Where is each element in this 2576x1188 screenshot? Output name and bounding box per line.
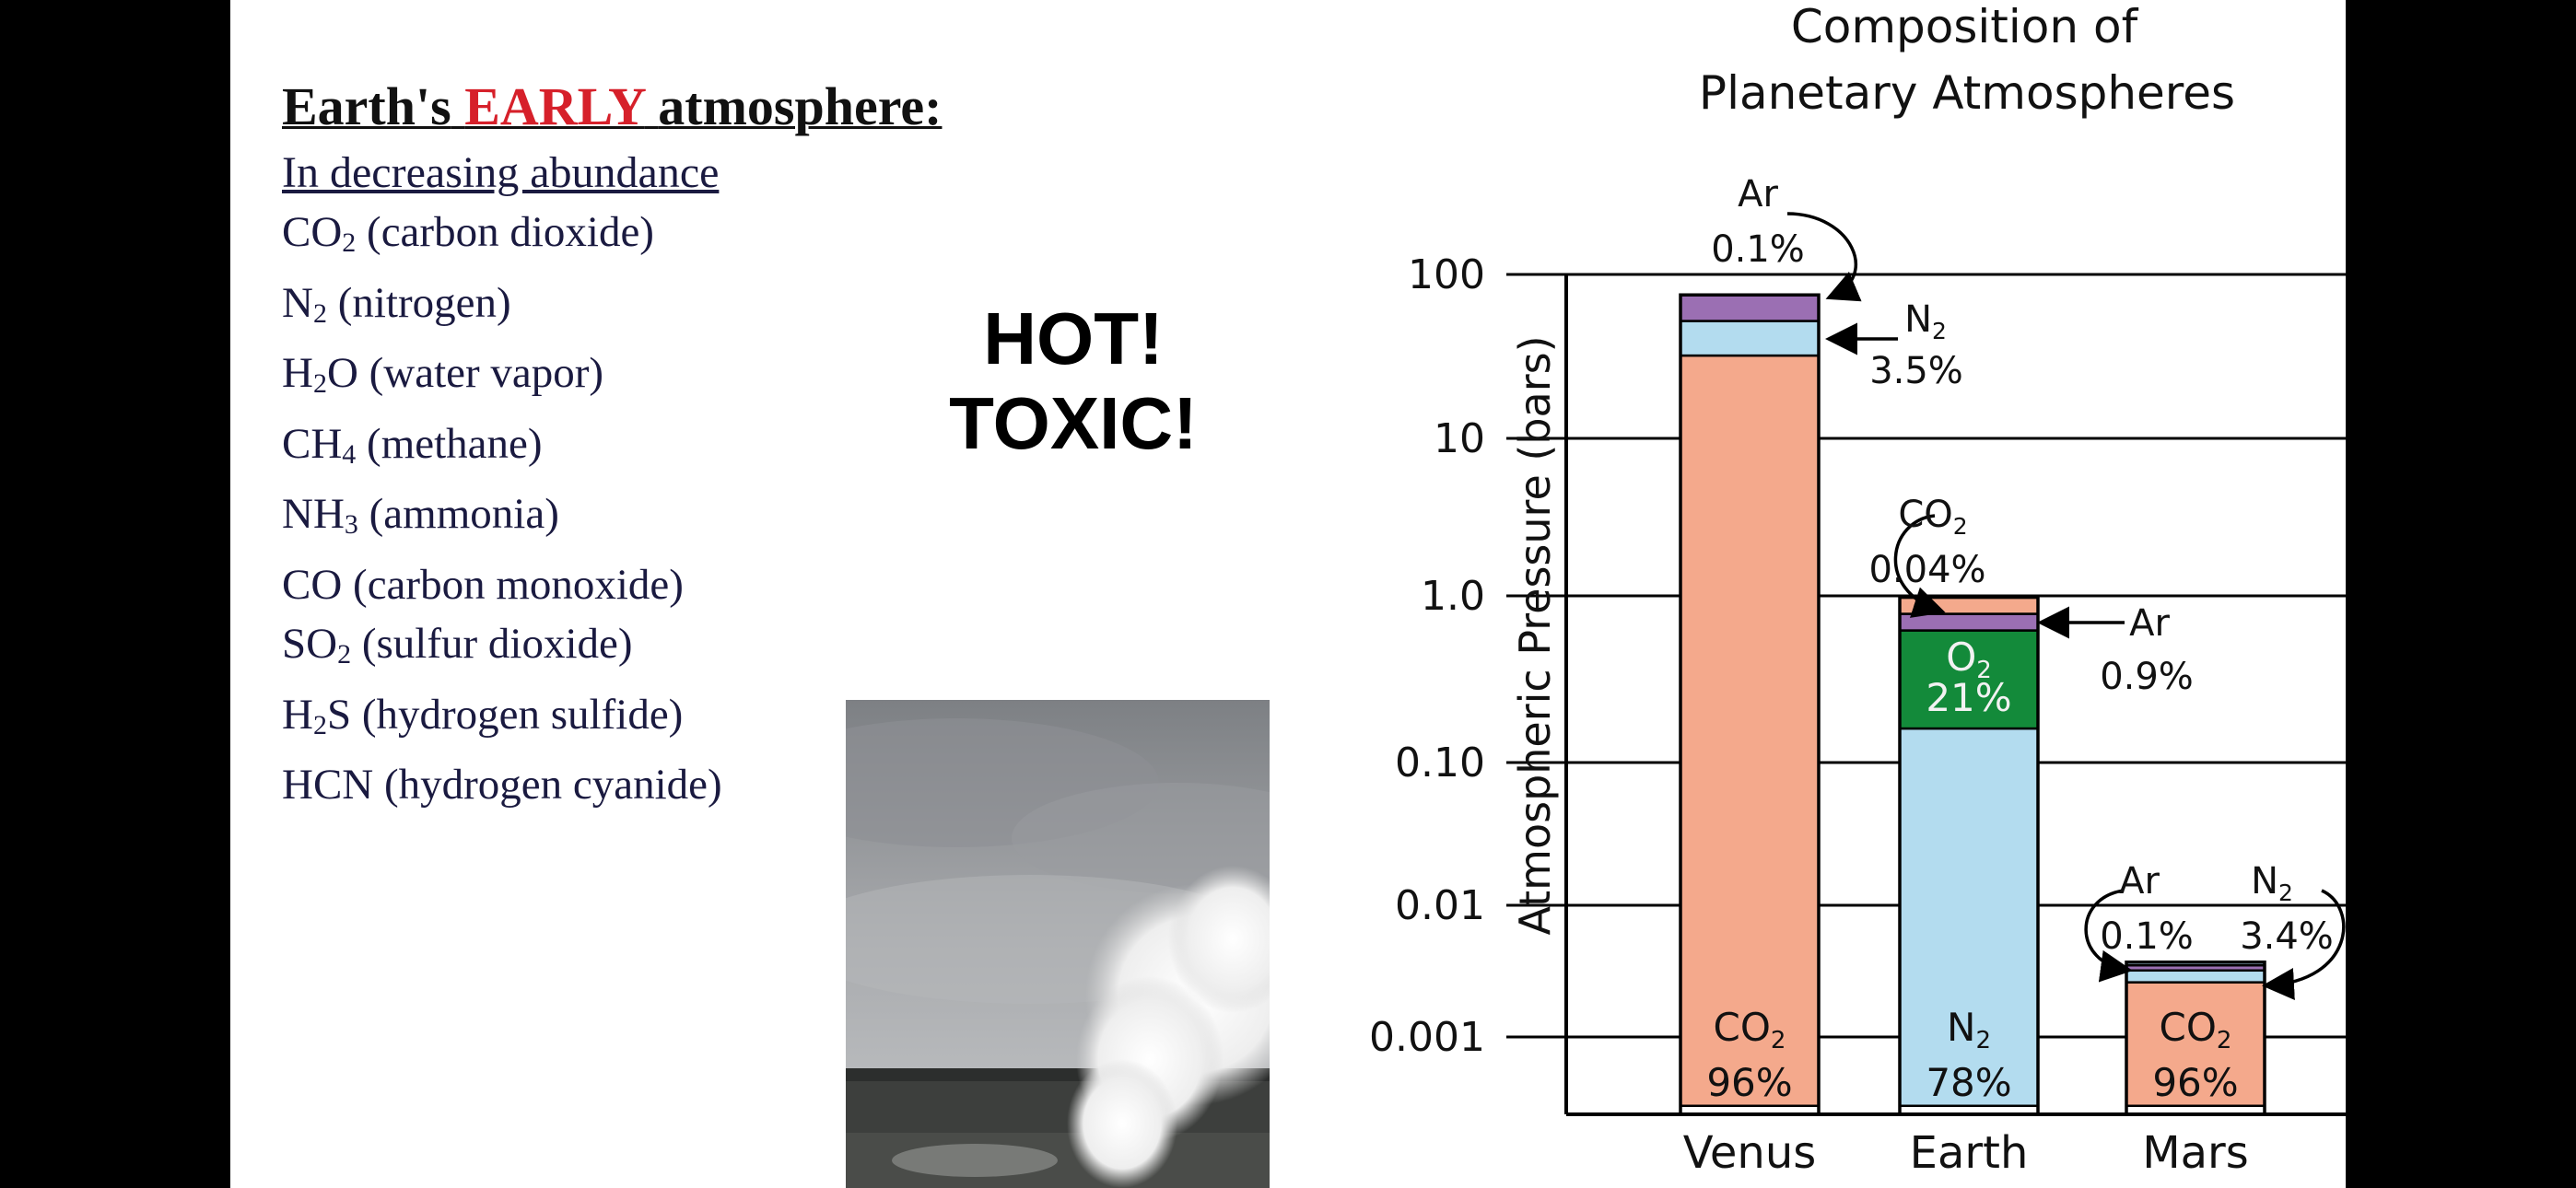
bar-label-gas-earth-o: O2 [1946,635,1992,684]
left-panel-title: Earth's EARLY atmosphere: [282,76,942,137]
y-tick-label: 100 [1408,251,1485,298]
atmosphere-chart: 100 10 1.0 0.10 0.01 0.001 Composition of Plane… [1369,0,2346,1179]
y-tick-label: 0.01 [1395,882,1485,929]
x-tick-label-earth: Earth [1910,1127,2029,1179]
annotation-gas-venus-n2: N2 [1904,298,1947,344]
annotation-gas-earth-co2: CO2 [1898,494,1967,540]
gas-list-item: CH4 (methane) [282,419,543,470]
annotation-percent-venus-n2: 3.5% [1869,350,1963,392]
gas-list-item: N2 (nitrogen) [282,278,511,329]
title-emphasis: EARLY [464,76,645,136]
bar-label-gas-mars-co: CO2 [2160,1005,2232,1054]
bar-label-percent-mars-co: 96% [2152,1060,2238,1105]
bar-segment-earth-o2 [1898,629,2040,730]
left-panel-subtitle: In decreasing abundance [282,148,720,197]
title-prefix: Earth's [282,76,451,136]
bar-segment-venus-co2 [1679,354,1821,1108]
gas-list-item: H2S (hydrogen sulfide) [282,690,684,740]
slide: Earth's EARLY atmosphere: In decreasing … [230,0,2346,1188]
annotation-gas-earth-ar: Ar [2129,602,2170,645]
y-tick-label: 10 [1434,415,1485,462]
annotation-percent-mars-n2: 3.4% [2240,915,2334,958]
bar-label-gas-earth-n: N2 [1947,1005,1991,1054]
y-tick-label: 1.0 [1421,573,1485,620]
callout-toxic: TOXIC! [949,382,1198,464]
annotation-percent-earth-ar: 0.9% [2100,656,2194,698]
arrow-mars-n2 [2262,889,2346,1000]
bar-label-percent-earth-o: 21% [1926,675,2011,720]
gas-list-item: CO2 (carbon dioxide) [282,208,654,258]
callout-hot: HOT! [983,297,1164,379]
gas-list-item: H2O (water vapor) [282,349,604,399]
bar-segment-earth-ar [1898,612,2040,632]
gas-list-item: NH3 (ammonia) [282,490,559,540]
annotation-percent-earth-co2: 0.04% [1868,549,1985,591]
title-suffix: atmosphere: [658,76,943,136]
annotation-percent-mars-ar: 0.1% [2100,915,2194,958]
annotation-percent-venus-ar: 0.1% [1711,228,1805,271]
gas-list-item: SO2 (sulfur dioxide) [282,620,633,670]
volcano-steam-photo [846,700,1270,1188]
gas-list-item: HCN (hydrogen cyanide) [282,761,722,809]
x-tick-label-mars: Mars [2142,1127,2249,1179]
x-tick-label-venus: Venus [1683,1127,1817,1179]
bar-segment-earth-n2 [1898,727,2040,1108]
bar-label-percent-venus-co: 96% [1706,1060,1792,1105]
hot-toxic-callout: HOT! TOXIC! [802,297,1345,466]
bar-segment-earth-co2 [1898,596,2040,615]
y-tick-label: 0.001 [1369,1014,1485,1061]
bar-segment-mars-n2 [2125,969,2266,984]
annotation-gas-mars-ar: Ar [2119,860,2160,903]
volcano-steam-image [846,700,1270,1188]
y-tick-label: 0.10 [1395,740,1485,786]
chart-title-line-1: Composition of [1791,0,2139,53]
bar-label-gas-venus-co: CO2 [1714,1005,1786,1054]
arrow-earth-co2 [1893,514,1946,618]
bar-segment-venus-n2 [1679,320,1821,357]
annotation-gas-venus-ar: Ar [1738,173,1778,215]
gas-list-item: CO (carbon monoxide) [282,560,684,609]
bar-segment-venus-ar [1679,293,1821,322]
chart-title-line-2: Planetary Atmospheres [1699,66,2235,120]
y-axis-label: Atmospheric Pressure (bars) [1510,335,1560,935]
arrow-venus-ar [1786,212,1862,302]
annotation-gas-mars-n2: N2 [2251,860,2293,906]
arrow-mars-ar [2084,889,2133,983]
gas-list: CO2 (carbon dioxide) N2 (nitrogen) H2O (… [282,203,722,815]
bar-label-percent-earth-n: 78% [1926,1060,2011,1105]
